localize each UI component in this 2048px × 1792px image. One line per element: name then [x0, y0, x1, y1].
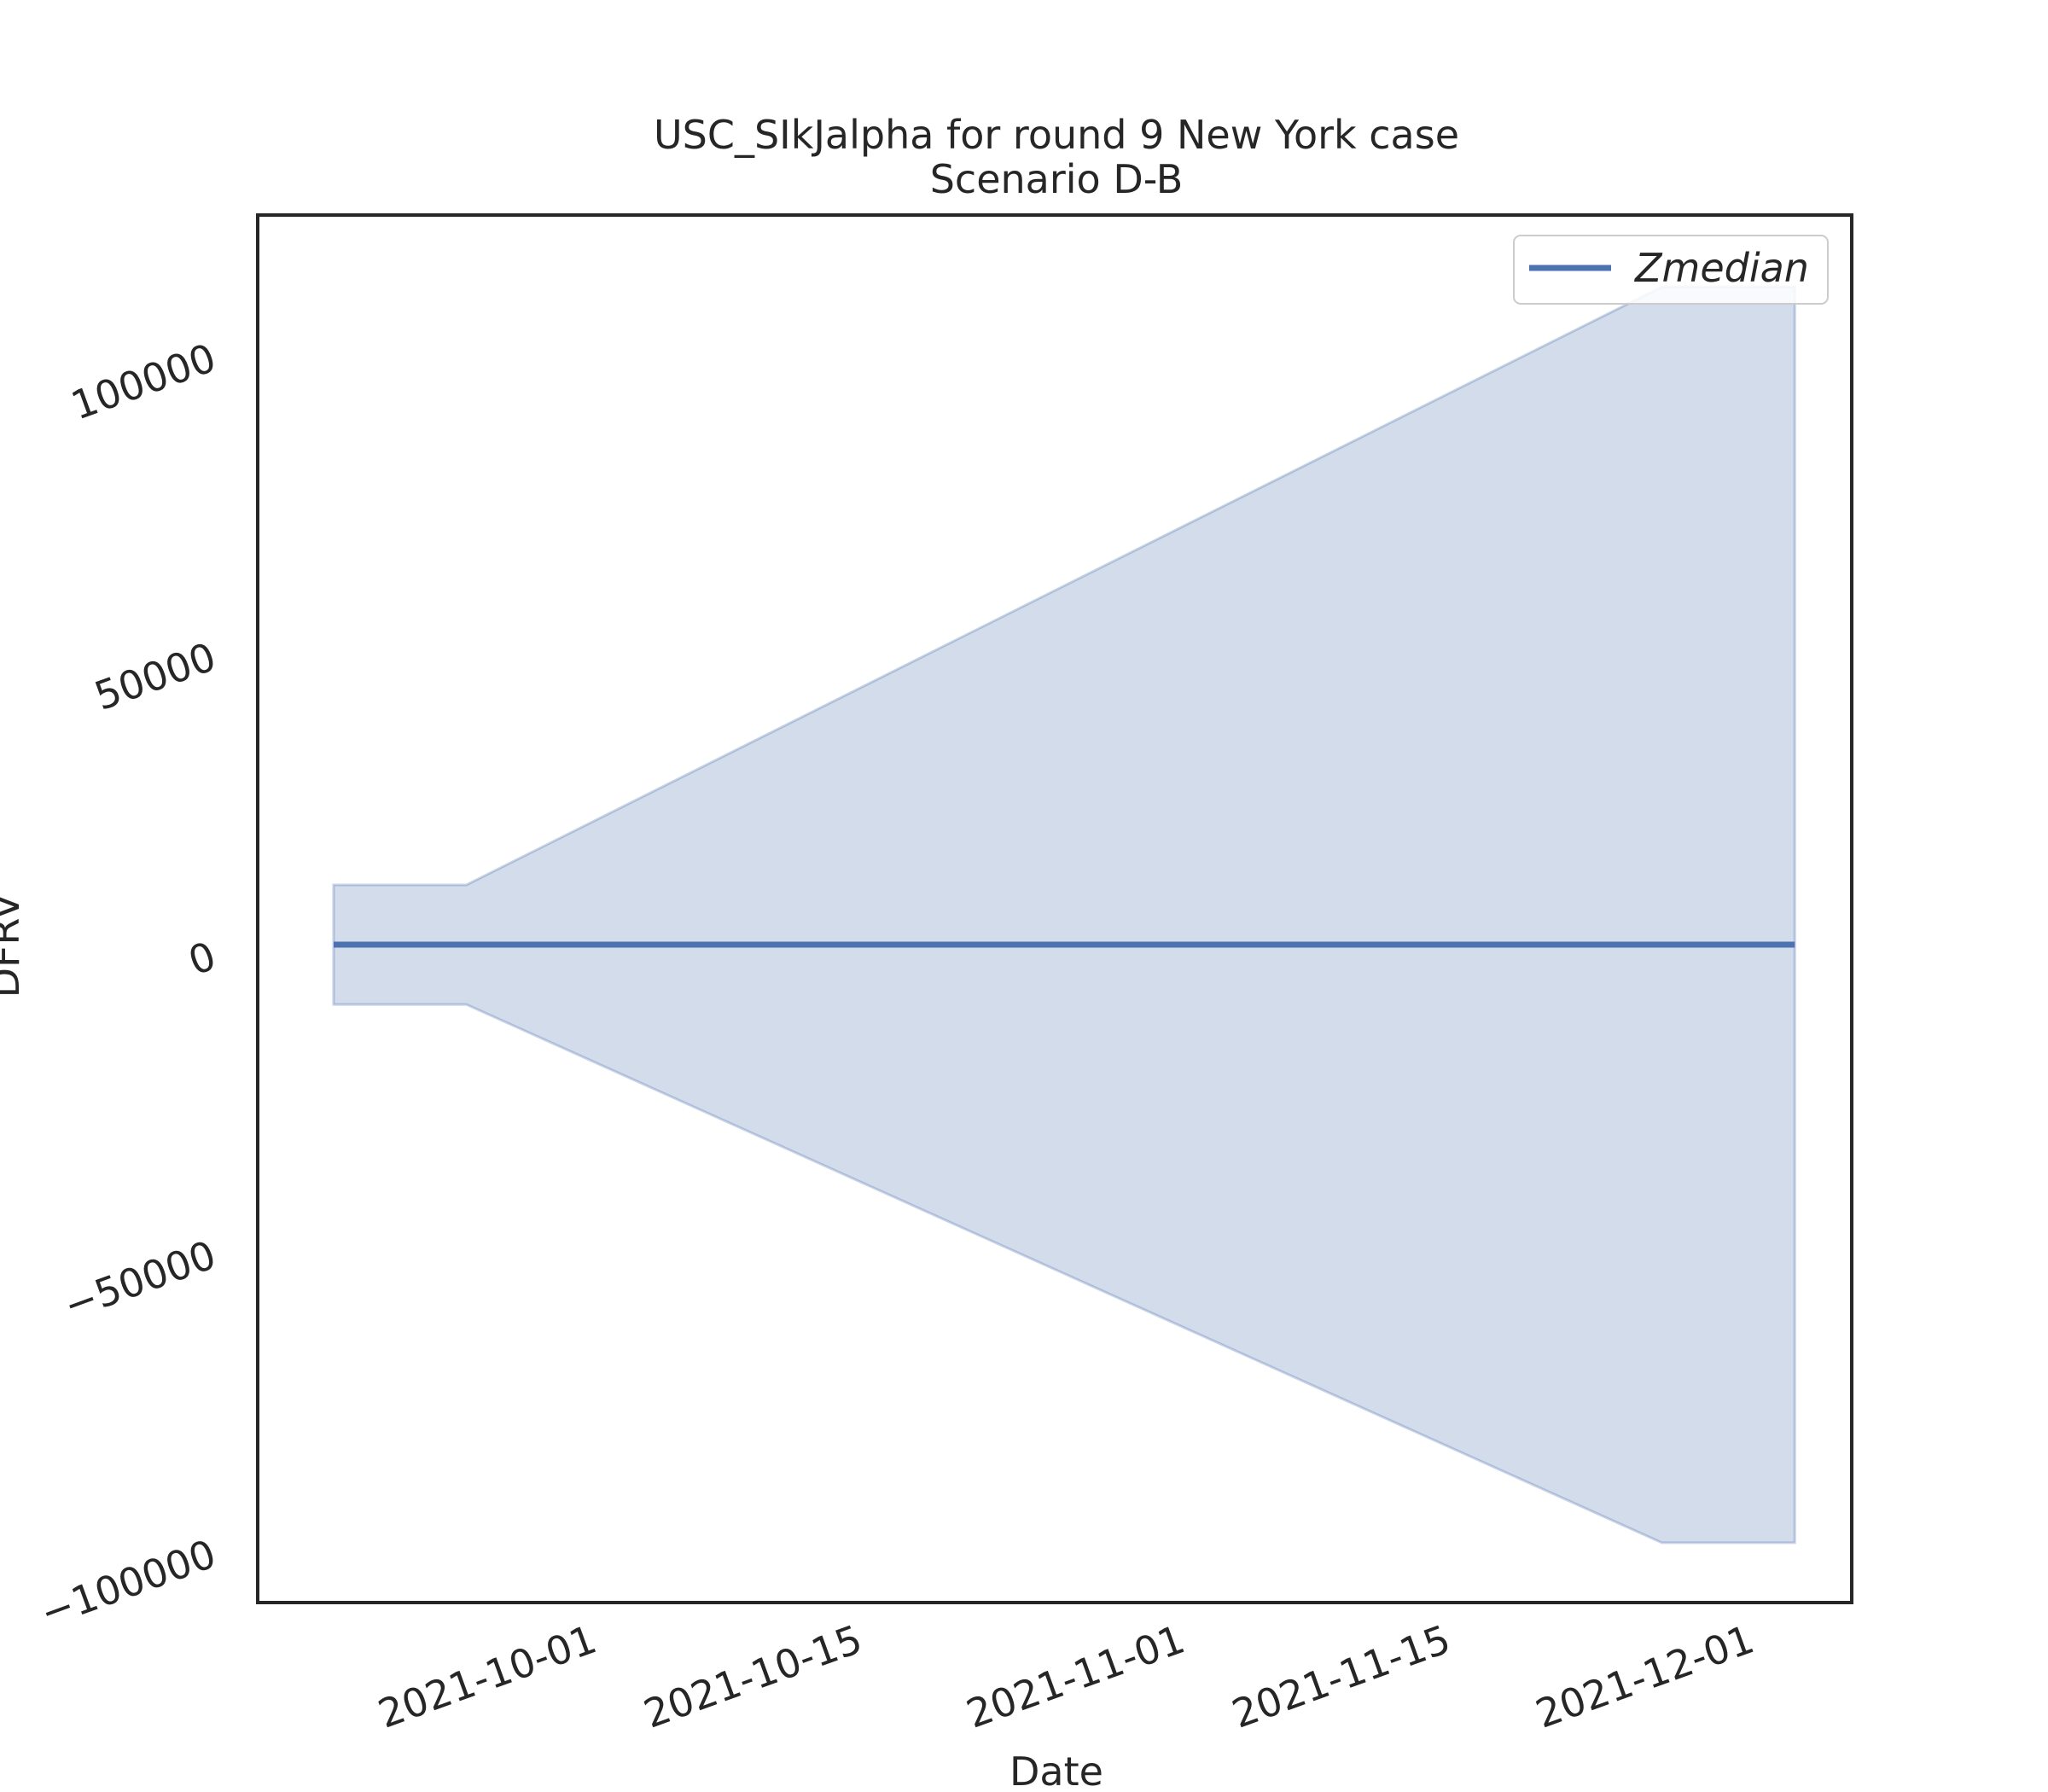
y-tick-label: 0	[183, 933, 222, 985]
x-axis-label: Date	[1009, 1748, 1103, 1792]
chart-subtitle: Scenario D-B	[930, 156, 1184, 202]
y-axis-label: DFRV	[0, 893, 28, 998]
legend: Zmedian	[1513, 235, 1829, 305]
plot-area	[256, 213, 1853, 1604]
y-tick-label: −100000	[34, 1531, 222, 1637]
x-tick-label: 2021-10-01	[372, 1616, 602, 1737]
y-tick-label: 50000	[89, 633, 222, 719]
x-tick-label: 2021-11-01	[961, 1616, 1191, 1737]
x-tick-label: 2021-12-01	[1530, 1616, 1760, 1737]
legend-box	[1513, 235, 1829, 305]
plot-frame	[256, 213, 1853, 1604]
legend-label-zmedian: Zmedian	[1633, 245, 1809, 291]
y-tick-label: −50000	[58, 1231, 222, 1329]
x-axis: 2021-10-01 2021-10-15 2021-11-01 2021-11-15…	[372, 1616, 1760, 1737]
x-tick-label: 2021-10-15	[637, 1616, 868, 1737]
chart-title: USC_SIkJalpha for round 9 New York case	[654, 112, 1459, 158]
y-tick-label: 100000	[65, 335, 221, 429]
confidence-band	[332, 285, 1796, 1545]
x-tick-label: 2021-11-15	[1226, 1616, 1457, 1737]
y-axis: −100000 −50000 0 50000 100000	[34, 335, 222, 1637]
